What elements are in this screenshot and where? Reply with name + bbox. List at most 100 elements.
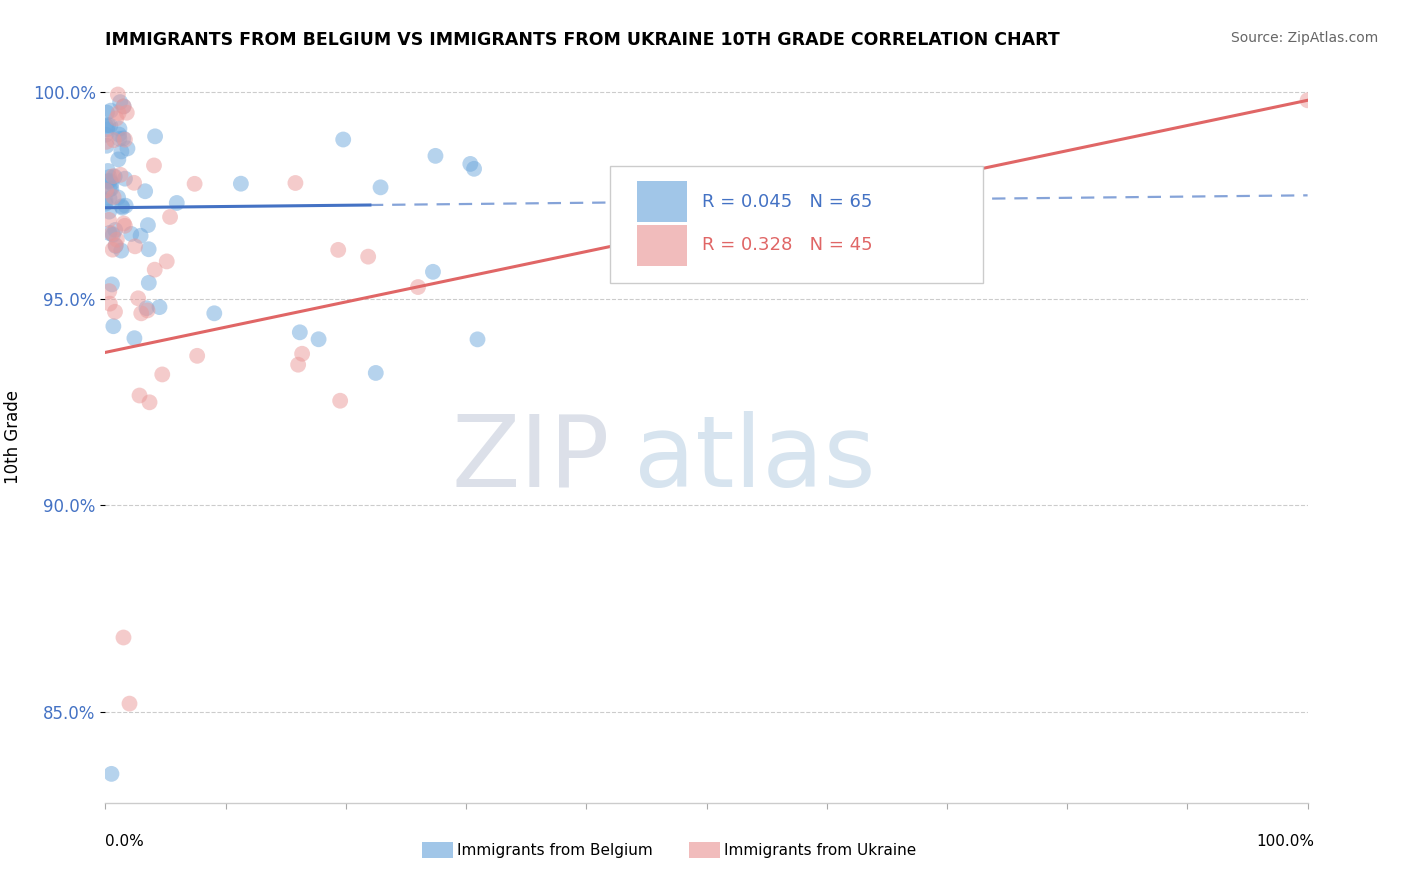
Point bbox=[103, 190, 125, 204]
Point bbox=[124, 239, 146, 253]
Point bbox=[100, 182, 122, 196]
Point bbox=[97, 118, 120, 132]
Point bbox=[115, 105, 138, 120]
Point bbox=[136, 303, 159, 318]
Point bbox=[148, 300, 170, 314]
Point bbox=[96, 135, 118, 149]
FancyBboxPatch shape bbox=[610, 167, 983, 284]
Text: R = 0.328   N = 45: R = 0.328 N = 45 bbox=[702, 236, 872, 254]
Point bbox=[135, 301, 157, 316]
Point bbox=[98, 119, 121, 133]
Point bbox=[94, 128, 117, 142]
Point bbox=[112, 217, 135, 231]
Text: R = 0.045   N = 65: R = 0.045 N = 65 bbox=[702, 193, 872, 211]
Point bbox=[288, 326, 311, 340]
Point bbox=[117, 141, 139, 155]
Point bbox=[114, 133, 136, 147]
Point bbox=[111, 199, 134, 213]
Point bbox=[122, 176, 145, 190]
Point bbox=[291, 347, 314, 361]
Point bbox=[357, 250, 380, 264]
Point bbox=[183, 177, 205, 191]
Point bbox=[101, 243, 124, 257]
Point bbox=[104, 223, 127, 237]
Point bbox=[159, 210, 181, 224]
Point bbox=[112, 99, 135, 113]
Bar bbox=[637, 226, 688, 266]
Point bbox=[143, 262, 166, 277]
Point bbox=[127, 291, 149, 305]
Point bbox=[229, 177, 252, 191]
Point bbox=[463, 161, 485, 176]
Point bbox=[114, 199, 136, 213]
Point bbox=[156, 254, 179, 268]
Point bbox=[186, 349, 208, 363]
Point bbox=[103, 319, 125, 334]
Point bbox=[100, 176, 122, 190]
Text: Immigrants from Belgium: Immigrants from Belgium bbox=[457, 843, 652, 857]
Point bbox=[97, 164, 120, 178]
Point bbox=[96, 105, 118, 120]
Point bbox=[104, 239, 127, 253]
Point bbox=[98, 284, 121, 298]
Point bbox=[138, 242, 160, 256]
Text: atlas: atlas bbox=[634, 410, 876, 508]
Text: ZIP: ZIP bbox=[451, 410, 610, 508]
Point bbox=[104, 238, 127, 252]
Point bbox=[97, 212, 120, 227]
Point bbox=[308, 332, 330, 346]
Point bbox=[103, 133, 125, 147]
Point bbox=[329, 393, 352, 408]
Point bbox=[143, 158, 166, 172]
Point bbox=[110, 168, 132, 182]
Point bbox=[114, 171, 136, 186]
Point bbox=[105, 233, 128, 247]
Point bbox=[467, 332, 489, 346]
Point bbox=[110, 244, 132, 258]
Point bbox=[101, 277, 124, 292]
Point bbox=[101, 227, 124, 241]
Text: 0.0%: 0.0% bbox=[105, 834, 145, 848]
Point bbox=[96, 138, 118, 153]
Point bbox=[98, 191, 121, 205]
Point bbox=[287, 358, 309, 372]
Text: IMMIGRANTS FROM BELGIUM VS IMMIGRANTS FROM UKRAINE 10TH GRADE CORRELATION CHART: IMMIGRANTS FROM BELGIUM VS IMMIGRANTS FR… bbox=[105, 31, 1060, 49]
Point bbox=[108, 121, 131, 136]
Point bbox=[94, 119, 117, 133]
Point bbox=[370, 180, 392, 194]
Point bbox=[111, 201, 134, 215]
Point bbox=[134, 184, 156, 198]
Point bbox=[100, 767, 122, 781]
Point bbox=[138, 395, 160, 409]
Point bbox=[150, 368, 173, 382]
Point bbox=[98, 182, 121, 196]
Point bbox=[422, 265, 444, 279]
Point bbox=[406, 280, 429, 294]
Point bbox=[104, 169, 127, 184]
Point bbox=[98, 296, 121, 310]
Point bbox=[107, 106, 129, 120]
Point bbox=[94, 183, 117, 197]
Point bbox=[105, 112, 128, 126]
Point bbox=[328, 243, 350, 257]
Point bbox=[98, 174, 121, 188]
Text: 100.0%: 100.0% bbox=[1257, 834, 1315, 848]
Point bbox=[166, 196, 188, 211]
Point bbox=[284, 176, 307, 190]
Point bbox=[110, 145, 132, 159]
Point bbox=[128, 388, 150, 402]
Point bbox=[202, 306, 225, 320]
Point bbox=[97, 174, 120, 188]
Point bbox=[107, 190, 129, 204]
Text: Immigrants from Ukraine: Immigrants from Ukraine bbox=[724, 843, 917, 857]
Point bbox=[136, 218, 159, 232]
Point bbox=[98, 204, 121, 219]
Y-axis label: 10th Grade: 10th Grade bbox=[4, 390, 21, 484]
Point bbox=[108, 132, 131, 146]
Point bbox=[112, 99, 135, 113]
Point bbox=[98, 226, 121, 240]
Point bbox=[94, 196, 117, 211]
Point bbox=[107, 153, 129, 167]
Point bbox=[124, 331, 146, 345]
Point bbox=[107, 87, 129, 102]
